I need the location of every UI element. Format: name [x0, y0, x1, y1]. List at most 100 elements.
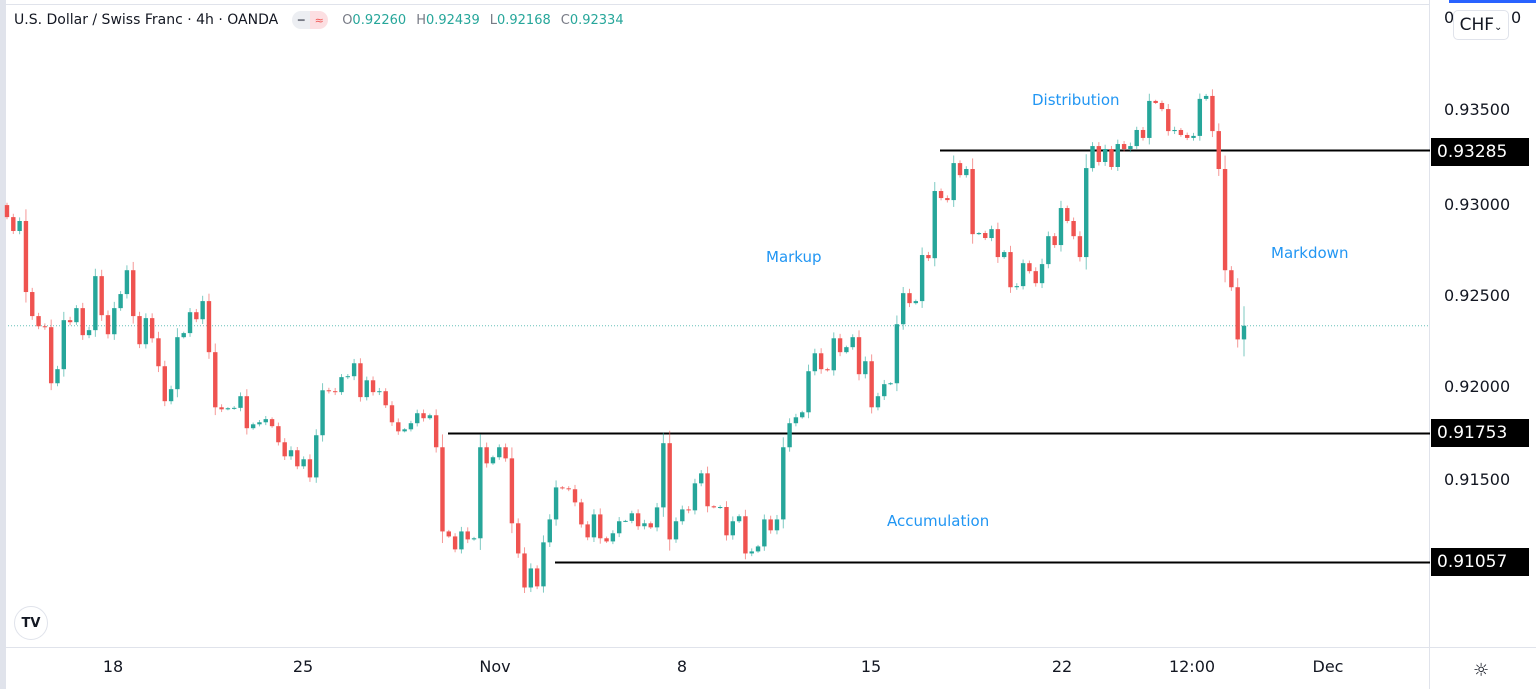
candle-body	[48, 327, 54, 384]
candle-body	[926, 255, 931, 259]
candle-body	[850, 337, 855, 348]
candle-body	[55, 369, 60, 384]
candle-up	[377, 387, 382, 396]
candle-down	[743, 509, 748, 560]
candle-body	[149, 318, 155, 339]
candle-body	[907, 293, 912, 304]
candle-body	[1027, 263, 1032, 272]
candle-body	[1008, 252, 1013, 288]
candle-up	[900, 287, 906, 330]
active-tab-indicator	[1449, 0, 1536, 3]
candle-body	[522, 553, 527, 588]
candle-body	[818, 353, 824, 370]
candle-body	[17, 221, 22, 231]
time-tick: Nov	[479, 657, 511, 676]
candle-body	[1033, 271, 1038, 284]
candle-body	[4, 205, 10, 218]
candle-body	[673, 521, 679, 540]
candle-down	[1178, 128, 1184, 137]
candle-up	[200, 295, 205, 325]
candle-body	[225, 408, 231, 410]
candle-down	[213, 343, 218, 416]
approx-icon[interactable]: ≈	[310, 11, 329, 29]
candle-down	[938, 188, 944, 201]
candle-down	[276, 422, 281, 446]
hide-icon[interactable]: ━	[292, 11, 311, 29]
candle-up	[1058, 200, 1064, 252]
candle-up	[1197, 93, 1203, 141]
candle-down	[452, 533, 458, 553]
candle-up	[181, 331, 186, 339]
candle-body	[661, 443, 666, 508]
candle-down	[162, 360, 167, 407]
candle-up	[964, 166, 969, 178]
candle-body	[705, 473, 710, 507]
candle-body	[869, 361, 874, 408]
candle-up	[932, 182, 937, 267]
candle-body	[945, 198, 950, 201]
candle-body	[957, 163, 963, 176]
candle-up	[629, 510, 635, 524]
candle-up	[800, 410, 805, 419]
candle-up	[812, 348, 818, 376]
candle-up	[301, 456, 306, 469]
candle-down	[705, 466, 710, 513]
candle-body	[370, 380, 376, 393]
candle-up	[623, 519, 628, 523]
candle-body	[717, 507, 723, 509]
candle-up	[168, 385, 174, 405]
candle-body	[1216, 131, 1221, 170]
candle-up	[976, 231, 982, 236]
candle-up	[415, 409, 420, 427]
candle-body	[616, 521, 622, 534]
candle-up	[989, 225, 994, 242]
candle-up	[61, 311, 67, 377]
candle-body	[894, 324, 900, 384]
candle-body	[112, 308, 117, 335]
candle-up	[320, 383, 325, 442]
candle-down	[269, 417, 275, 428]
candle-body	[61, 320, 67, 370]
candle-body	[900, 293, 906, 325]
candle-body	[970, 169, 975, 235]
candle-body	[623, 520, 628, 522]
candle-body	[1147, 100, 1152, 138]
currency-button[interactable]: CHF⌄	[1453, 10, 1509, 40]
candle-down	[48, 319, 54, 391]
candle-up	[1241, 306, 1247, 357]
candle-body	[364, 380, 369, 398]
candle-body	[553, 487, 559, 520]
candle-up	[755, 544, 761, 553]
candle-down	[711, 505, 717, 509]
legend-toggle[interactable]: ━ ≈	[292, 11, 329, 29]
candle-up	[471, 536, 477, 541]
candle-body	[503, 447, 508, 459]
candle-up	[118, 291, 123, 311]
candle-body	[269, 419, 275, 427]
candle-up	[528, 563, 534, 593]
candle-body	[1166, 109, 1171, 132]
candle-down	[219, 404, 224, 413]
candle-down	[1027, 260, 1032, 274]
candle-body	[1096, 146, 1102, 162]
chart-legend: U.S. Dollar / Swiss Franc · 4h · OANDA ━…	[14, 11, 628, 29]
candle-up	[781, 437, 786, 529]
candle-down	[825, 367, 830, 372]
candle-up	[875, 392, 881, 411]
candle-up	[762, 514, 767, 551]
candle-body	[156, 338, 161, 367]
candle-down	[295, 446, 300, 470]
candle-body	[654, 507, 660, 528]
candle-body	[1020, 263, 1026, 287]
candle-body	[1159, 102, 1165, 110]
candle-body	[213, 352, 218, 408]
candle-up	[250, 422, 256, 430]
tradingview-logo[interactable]: TV	[14, 606, 48, 640]
candle-down	[4, 202, 10, 220]
gear-icon[interactable]: ☼	[1473, 660, 1490, 681]
candle-up	[882, 379, 887, 400]
symbol-title[interactable]: U.S. Dollar / Swiss Franc · 4h · OANDA	[14, 12, 279, 28]
candle-body	[131, 270, 136, 317]
candle-body	[711, 506, 717, 508]
